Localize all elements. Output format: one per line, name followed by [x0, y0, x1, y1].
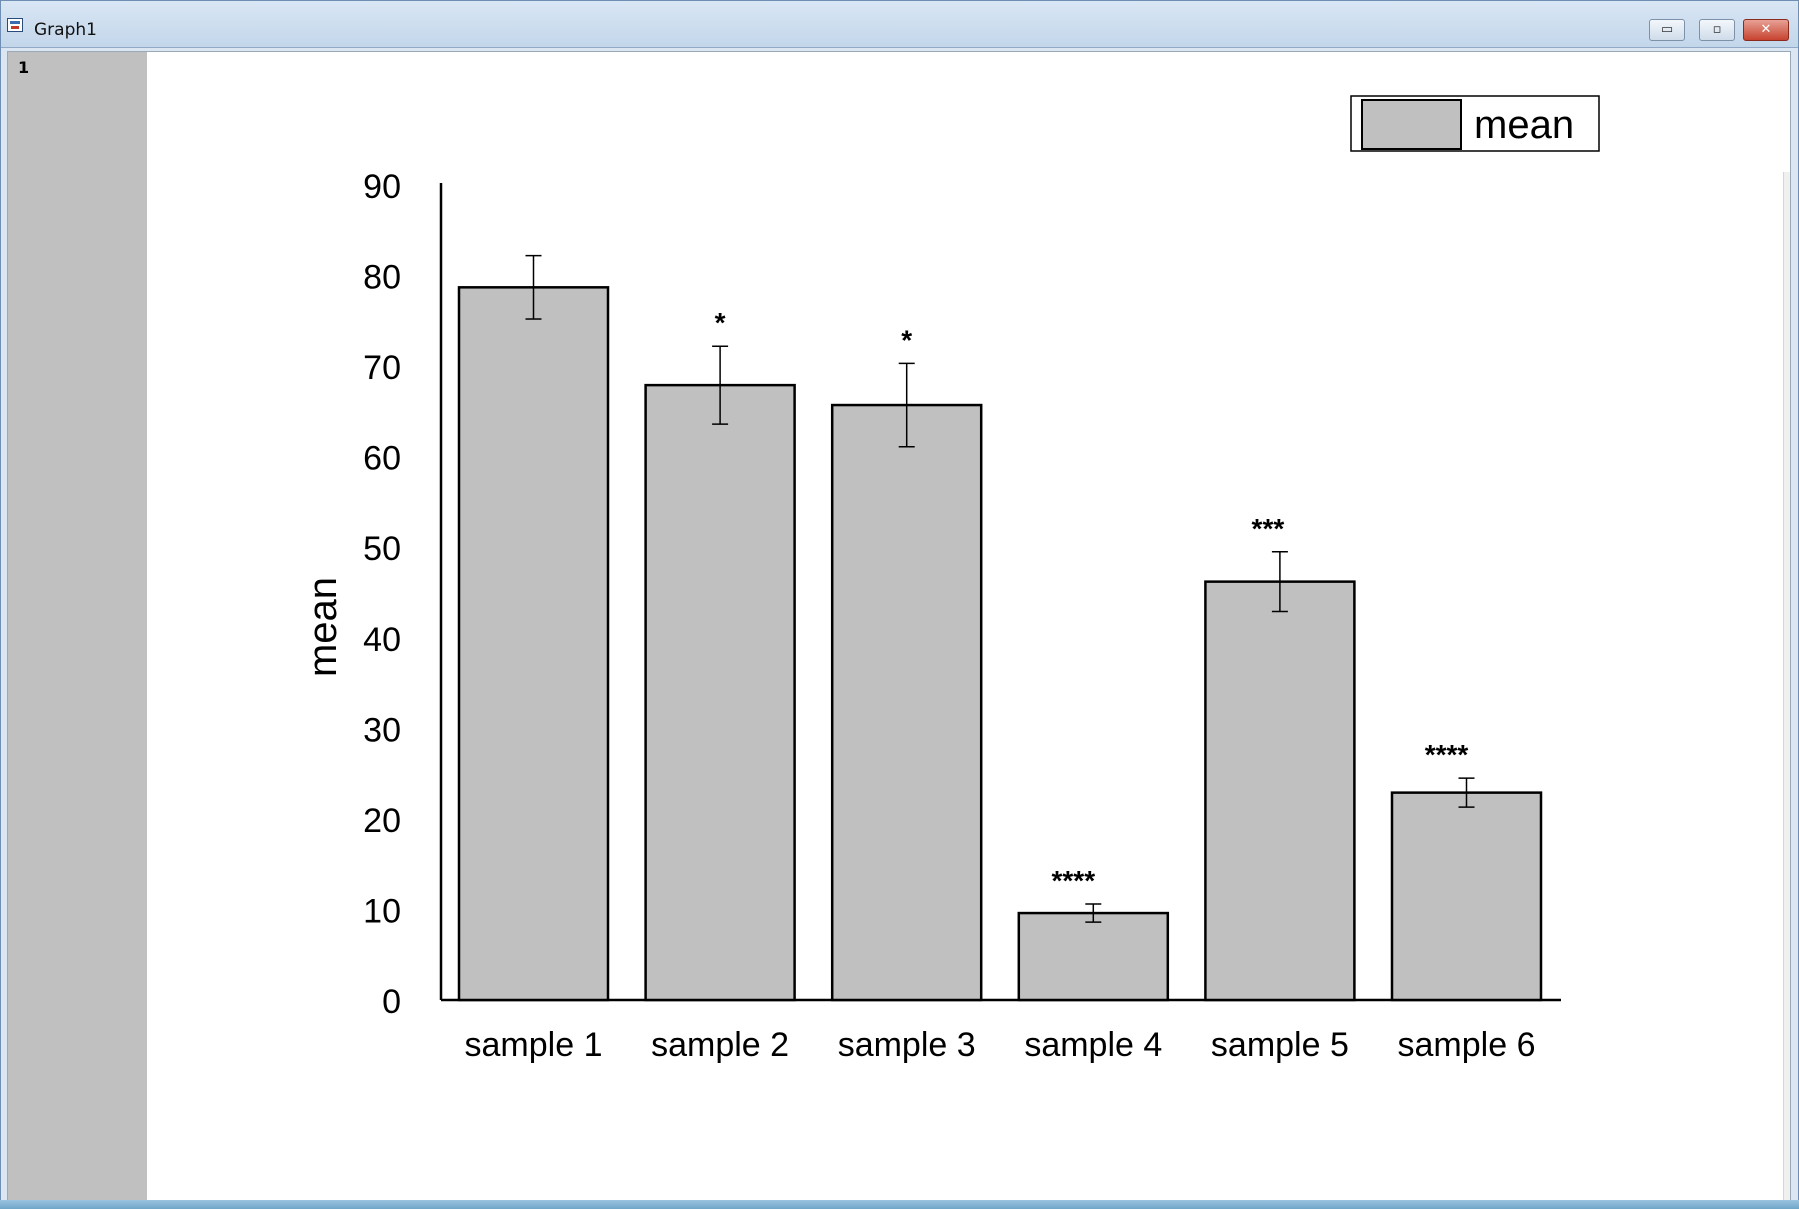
y-axis-label: mean	[301, 577, 345, 677]
y-tick-label: 80	[363, 259, 401, 297]
bar-chart: ************* sample 1 sample 2 sample 3 sa…	[301, 95, 1600, 1064]
y-tick-label: 20	[363, 802, 401, 840]
taskbar-strip	[0, 1200, 1799, 1209]
bar	[1017, 911, 1170, 1002]
y-tick-label: 10	[363, 892, 401, 930]
scrollbar-edge[interactable]	[1783, 172, 1790, 1200]
maximize-button[interactable]: ▫	[1699, 19, 1735, 41]
close-button[interactable]: ✕	[1743, 19, 1789, 41]
y-tick-label: 0	[382, 983, 401, 1021]
significance-label: ***	[1252, 513, 1285, 544]
legend-swatch	[1361, 99, 1462, 150]
significance-label: ****	[1425, 739, 1469, 770]
title-bar[interactable]: Graph1 ▭ ▫ ✕	[1, 1, 1798, 48]
bar	[644, 383, 796, 1002]
error-bars	[525, 254, 1475, 923]
bar	[457, 286, 610, 1002]
significance-label: *	[715, 307, 726, 338]
y-tick-label: 60	[363, 440, 401, 478]
bar	[830, 403, 983, 1002]
axes	[439, 183, 1561, 1002]
bar	[1204, 580, 1356, 1002]
x-tick-label: sample 3	[838, 1026, 976, 1064]
bars	[457, 286, 1543, 1002]
page-gutter: 1	[8, 52, 147, 1200]
bar	[1390, 791, 1543, 1002]
graph-app-icon[interactable]	[7, 18, 23, 32]
page-number: 1	[18, 58, 30, 77]
minimize-button[interactable]: ▭	[1649, 19, 1685, 41]
x-tick-label: sample 4	[1024, 1026, 1162, 1064]
window-title: Graph1	[34, 20, 97, 40]
x-tick-label: sample 5	[1211, 1026, 1349, 1064]
x-tick-label: sample 6	[1398, 1026, 1536, 1064]
y-tick-label: 70	[363, 349, 401, 387]
y-tick-labels: 0 10 20 30 40 50 60 70 80 90	[363, 168, 401, 1021]
y-tick-label: 40	[363, 621, 401, 659]
significance-label: ****	[1052, 865, 1096, 896]
legend[interactable]: mean	[1350, 95, 1600, 152]
y-tick-label: 90	[363, 168, 401, 206]
y-tick-label: 50	[363, 530, 401, 568]
y-tick-label: 30	[363, 711, 401, 749]
graph-page[interactable]: 1 * * **** *** **** sample 1 sample 2 sample 3…	[7, 51, 1791, 1201]
legend-label: mean	[1474, 103, 1574, 147]
x-tick-label: sample 2	[651, 1026, 789, 1064]
significance-annotations: *************	[715, 307, 1469, 896]
significance-label: *	[901, 324, 912, 355]
x-tick-label: sample 1	[465, 1026, 603, 1064]
x-tick-labels: sample 1 sample 2 sample 3 sample 4 sample 5…	[465, 1026, 1536, 1064]
